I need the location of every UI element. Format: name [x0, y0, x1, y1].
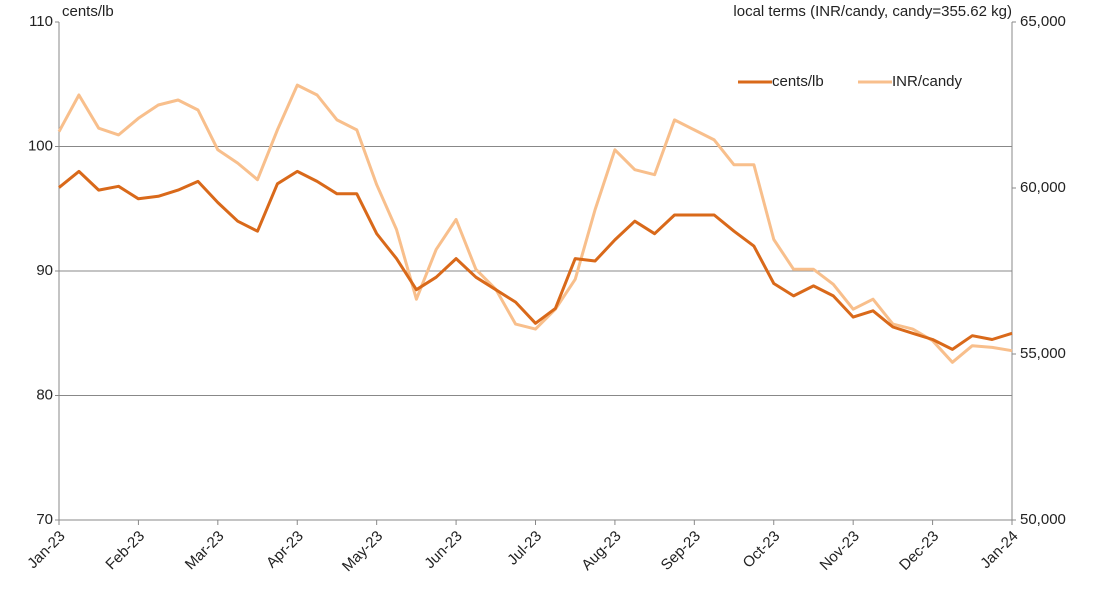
y-tick-label: 100 — [28, 137, 53, 154]
x-tick-label: Sep-23 — [658, 528, 704, 574]
y-axis-label: cents/lb — [62, 3, 114, 20]
x-tick-label: May-23 — [339, 528, 386, 575]
legend-label: cents/lb — [772, 73, 824, 90]
x-tick-label: Jan-23 — [24, 528, 68, 572]
series-line — [58, 169, 1013, 351]
x-tick-label: Mar-23 — [182, 528, 228, 574]
x-tick-label: Aug-23 — [578, 528, 624, 574]
y2-tick-label: 50,000 — [1020, 511, 1066, 528]
y-tick-label: 80 — [36, 386, 53, 403]
x-tick-label: Jun-23 — [421, 528, 465, 572]
x-tick-label: Jul-23 — [504, 528, 545, 569]
x-tick-label: Apr-23 — [263, 528, 307, 572]
x-tick-label: Oct-23 — [740, 528, 784, 572]
y2-tick-label: 60,000 — [1020, 179, 1066, 196]
x-tick-label: Nov-23 — [817, 528, 863, 574]
y2-tick-label: 55,000 — [1020, 345, 1066, 362]
y2-axis-label: local terms (INR/candy, candy=355.62 kg) — [733, 3, 1012, 20]
x-tick-label: Jan-24 — [977, 528, 1021, 572]
y-tick-label: 110 — [29, 13, 53, 30]
y2-tick-label: 65,000 — [1020, 13, 1066, 30]
x-tick-label: Dec-23 — [896, 528, 942, 574]
y-tick-label: 70 — [36, 511, 53, 528]
y-tick-label: 90 — [36, 262, 53, 279]
legend-label: INR/candy — [892, 73, 963, 90]
x-tick-label: Feb-23 — [102, 528, 148, 574]
series-line — [57, 83, 1013, 364]
